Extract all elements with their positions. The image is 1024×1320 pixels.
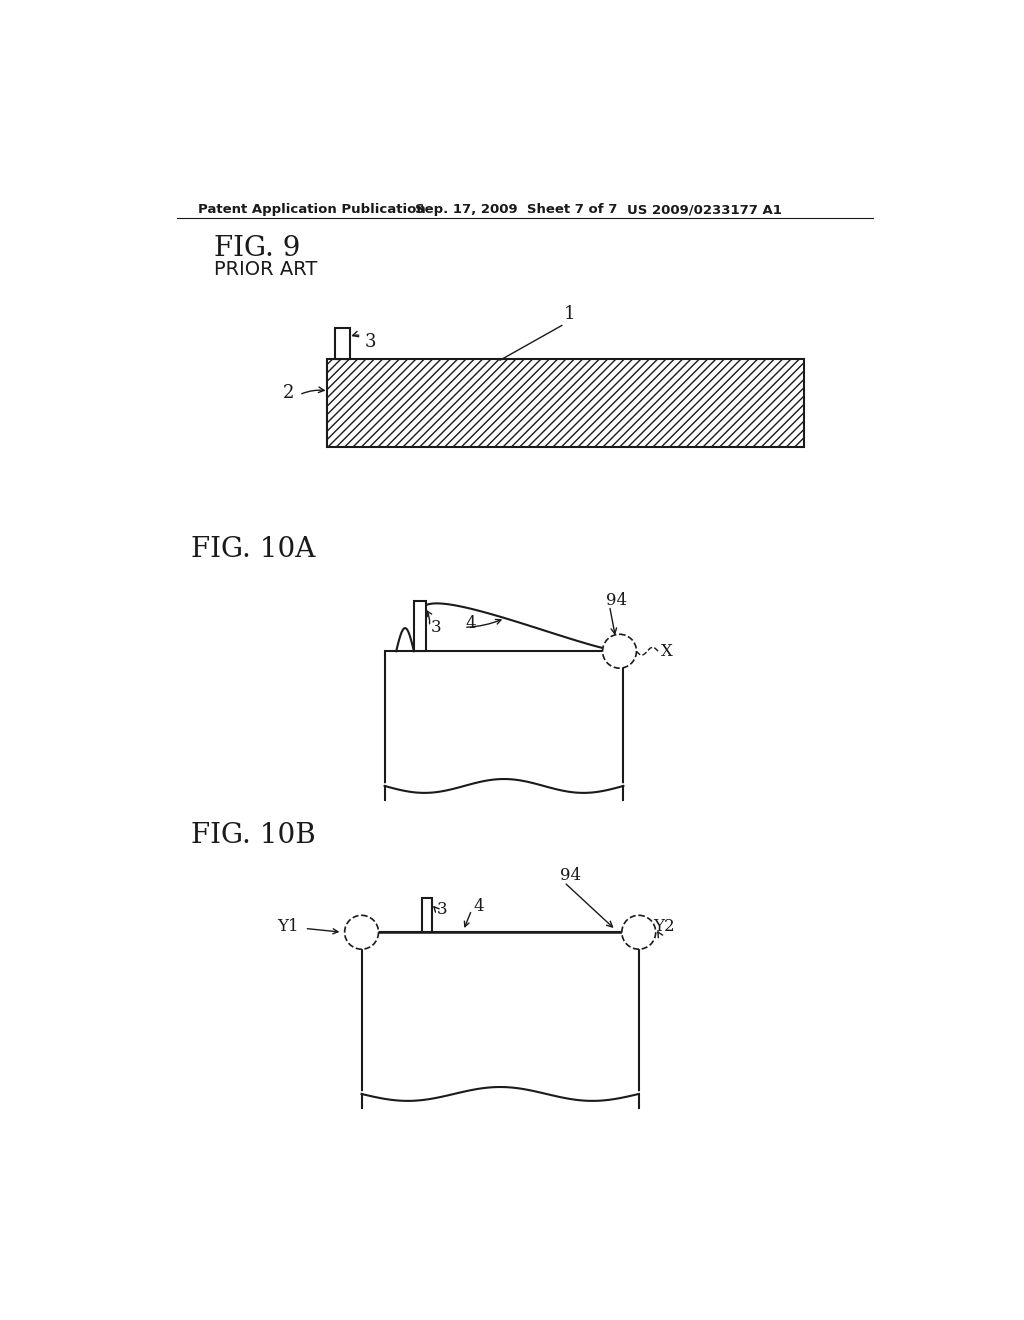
Bar [414,601,426,651]
Text: Y2: Y2 [653,917,675,935]
Text: FIG. 9: FIG. 9 [214,235,300,263]
Text: 2: 2 [283,384,294,403]
Circle shape [345,915,379,949]
Text: 94: 94 [560,867,582,884]
Circle shape [622,915,655,949]
Text: 94: 94 [605,591,627,609]
Text: FIG. 10A: FIG. 10A [190,536,315,562]
Text: Patent Application Publication: Patent Application Publication [199,203,426,216]
Text: 4: 4 [466,615,476,632]
Text: PRIOR ART: PRIOR ART [214,260,317,279]
Bar [422,898,432,932]
Bar [361,932,639,1094]
Text: 3: 3 [437,902,447,919]
Text: 3: 3 [365,333,376,351]
Bar [385,651,624,785]
Bar [327,359,804,447]
Text: X: X [662,643,673,660]
Text: Y1: Y1 [276,917,298,935]
Text: Sep. 17, 2009  Sheet 7 of 7: Sep. 17, 2009 Sheet 7 of 7 [416,203,617,216]
Bar [335,327,350,359]
Circle shape [602,635,637,668]
Text: FIG. 10B: FIG. 10B [190,822,315,849]
Text: 1: 1 [564,305,575,323]
Text: US 2009/0233177 A1: US 2009/0233177 A1 [628,203,782,216]
Text: 4: 4 [473,898,483,915]
Text: 3: 3 [431,619,441,636]
